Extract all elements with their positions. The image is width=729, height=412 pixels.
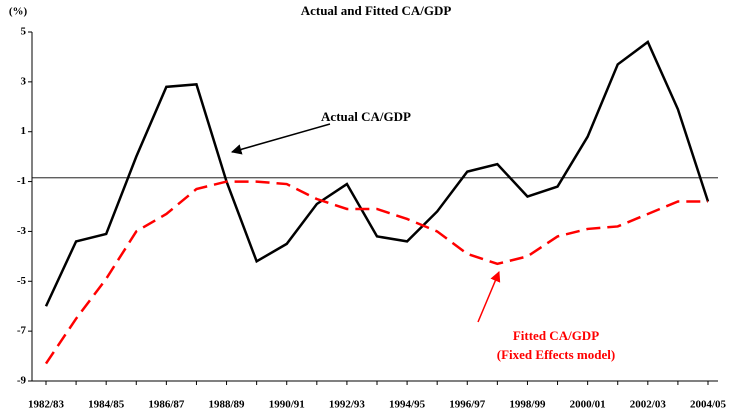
y-tick-label: -3 [17, 225, 27, 237]
annotation-arrow [477, 271, 501, 323]
x-tick-label: 2000/01 [570, 399, 606, 411]
y-tick-label: -9 [17, 375, 27, 387]
x-tick-label: 1996/97 [449, 399, 486, 411]
annotation-arrow [230, 123, 331, 155]
annotation: Actual CA/GDP [321, 109, 411, 124]
x-tick-label: 2004/05 [690, 399, 727, 411]
annotation: Fitted CA/GDP [513, 328, 599, 343]
x-tick-label: 1992/93 [329, 399, 366, 411]
y-tick-label: -5 [17, 275, 27, 287]
y-tick-label: 3 [21, 75, 27, 87]
series-line [44, 40, 710, 307]
x-tick-label: 1998/99 [509, 399, 546, 411]
chart-title: Actual and Fitted CA/GDP [301, 3, 452, 18]
y-tick-label: -7 [17, 325, 27, 337]
series-line [44, 180, 708, 365]
x-tick-label: 1994/95 [389, 399, 426, 411]
x-tick-label: 1982/83 [28, 399, 65, 411]
x-tick-label: 1984/85 [88, 399, 125, 411]
y-tick-label: -1 [17, 175, 26, 187]
y-tick-label: 1 [21, 125, 27, 137]
y-tick-label: 5 [21, 26, 27, 38]
x-tick-label: 1988/89 [209, 399, 246, 411]
x-tick-label: 2002/03 [630, 399, 667, 411]
x-tick-label: 1990/91 [269, 399, 305, 411]
annotation: (Fixed Effects model) [497, 347, 615, 362]
x-tick-label: 1986/87 [148, 399, 185, 411]
y-unit-label: (%) [9, 6, 28, 18]
